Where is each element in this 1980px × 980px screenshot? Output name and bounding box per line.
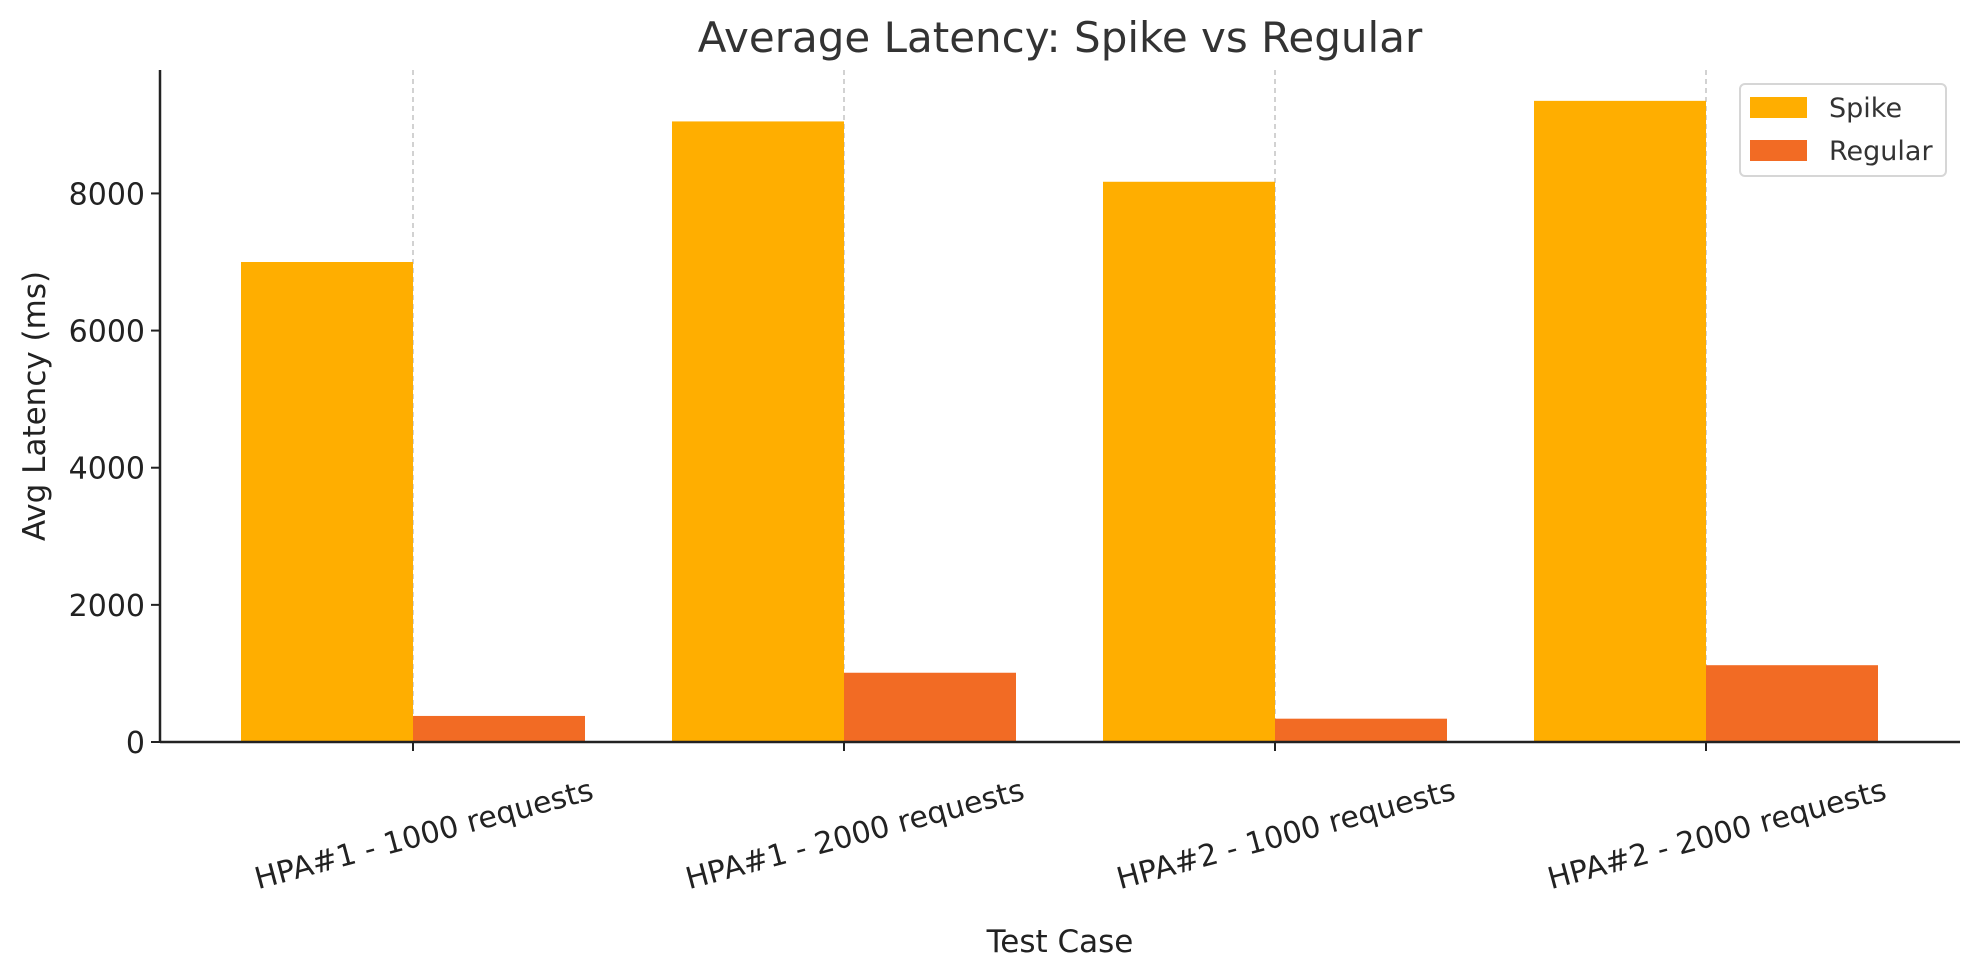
bar-spike: [1534, 100, 1706, 743]
bar-spike: [672, 121, 844, 742]
y-tick-label: 4000: [69, 452, 145, 487]
x-tick-label: HPA#2 - 1000 requests: [1113, 773, 1459, 897]
bar-spike: [1103, 181, 1275, 742]
x-tick-label: HPA#2 - 2000 requests: [1544, 773, 1890, 897]
y-tick-label: 8000: [69, 177, 145, 212]
bar-regular: [844, 672, 1016, 742]
grid-layer: [412, 70, 1707, 742]
legend-label-spike: Spike: [1829, 93, 1902, 124]
chart-title: Average Latency: Spike vs Regular: [698, 13, 1423, 62]
y-axis-label: Avg Latency (ms): [17, 271, 53, 541]
legend-swatch-spike: [1750, 97, 1807, 118]
x-axis-label: Test Case: [986, 924, 1134, 960]
bar-regular: [1706, 665, 1878, 742]
y-tick-label: 0: [126, 726, 145, 761]
bar-regular: [413, 715, 585, 742]
legend: Spike Regular: [1739, 83, 1947, 177]
legend-swatch-regular: [1750, 140, 1807, 161]
bar-regular: [1275, 718, 1447, 742]
legend-label-regular: Regular: [1829, 136, 1933, 167]
y-tick-label: 2000: [69, 589, 145, 624]
x-tick-label: HPA#1 - 1000 requests: [251, 773, 597, 897]
y-tick-label: 6000: [69, 315, 145, 350]
x-tick-label: HPA#1 - 2000 requests: [682, 773, 1028, 897]
bar-spike: [241, 262, 413, 742]
bars-layer: [241, 100, 1878, 743]
axes-layer: [158, 70, 1960, 744]
